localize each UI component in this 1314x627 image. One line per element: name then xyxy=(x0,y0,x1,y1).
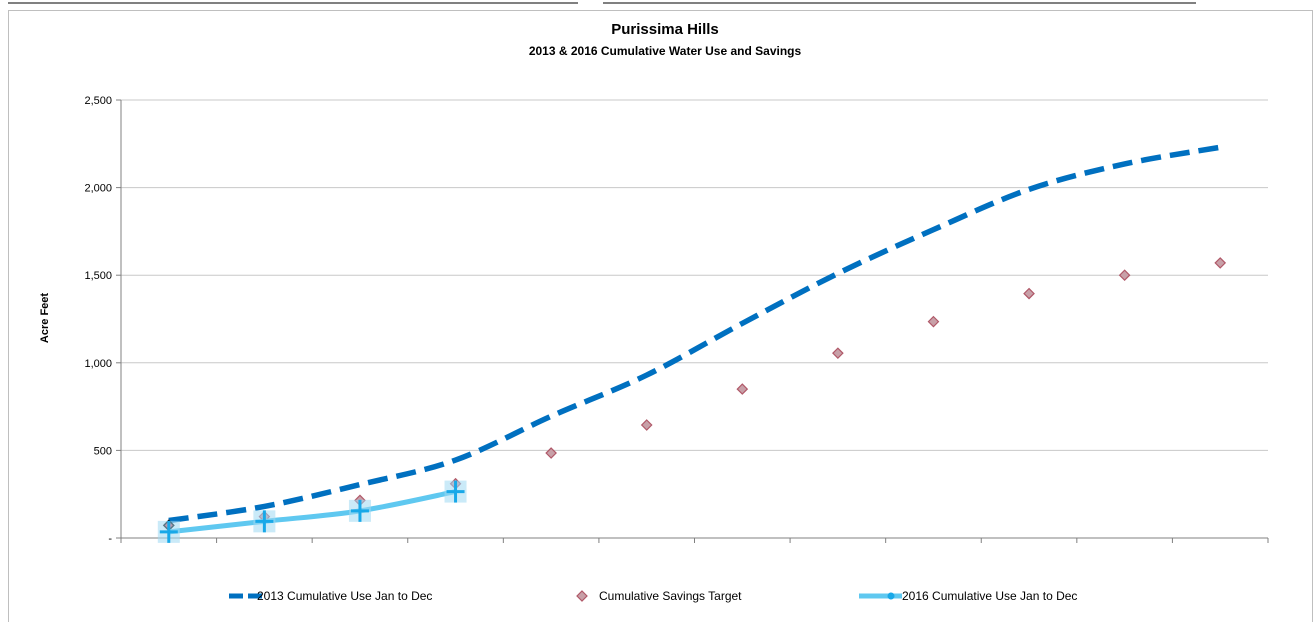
data-point-2016 xyxy=(157,520,180,543)
chart-subtitle: 2013 & 2016 Cumulative Water Use and Sav… xyxy=(529,44,802,58)
series-line-2013 xyxy=(168,144,1221,524)
y-tick-label: 1,000 xyxy=(84,358,112,370)
legend-swatch-2013-dot xyxy=(249,593,255,599)
legend-label: 2013 Cumulative Use Jan to Dec xyxy=(257,589,432,603)
y-axis-label: Acre Feet xyxy=(39,293,51,343)
gridlines xyxy=(121,99,1268,451)
data-point-savings-target xyxy=(640,419,653,431)
chart-title: Purissima Hills xyxy=(611,21,719,38)
data-point-savings-target xyxy=(736,383,749,395)
series-line-2016 xyxy=(168,489,457,535)
data-point-savings-target xyxy=(1118,269,1131,282)
legend-label: 2016 Cumulative Use Jan to Dec xyxy=(902,589,1077,603)
data-point-savings-target xyxy=(545,447,557,459)
y-tick-label: 500 xyxy=(94,445,112,457)
legend: 2013 Cumulative Use Jan to Dec Cumulative… xyxy=(229,589,1077,603)
legend-swatch-2016-dot xyxy=(887,592,895,600)
y-tick-label: 2,500 xyxy=(84,95,112,107)
axes: - 500 1,000 1,500 2,000 2,500 xyxy=(84,95,1269,545)
series-layer xyxy=(157,144,1227,543)
legend-swatch-savings xyxy=(576,590,588,602)
data-point-savings-target xyxy=(927,315,940,328)
data-point-savings-target xyxy=(1214,257,1227,269)
data-point-savings-target xyxy=(1023,287,1035,300)
y-tick-label: 2,000 xyxy=(84,183,112,195)
data-point-2016 xyxy=(348,499,371,522)
legend-label: Cumulative Savings Target xyxy=(599,589,742,603)
y-tick-label: 1,500 xyxy=(84,270,112,282)
data-point-savings-target xyxy=(832,347,844,360)
data-point-2016 xyxy=(253,510,276,533)
y-tick-label: - xyxy=(108,533,112,545)
data-point-2016 xyxy=(444,480,467,503)
